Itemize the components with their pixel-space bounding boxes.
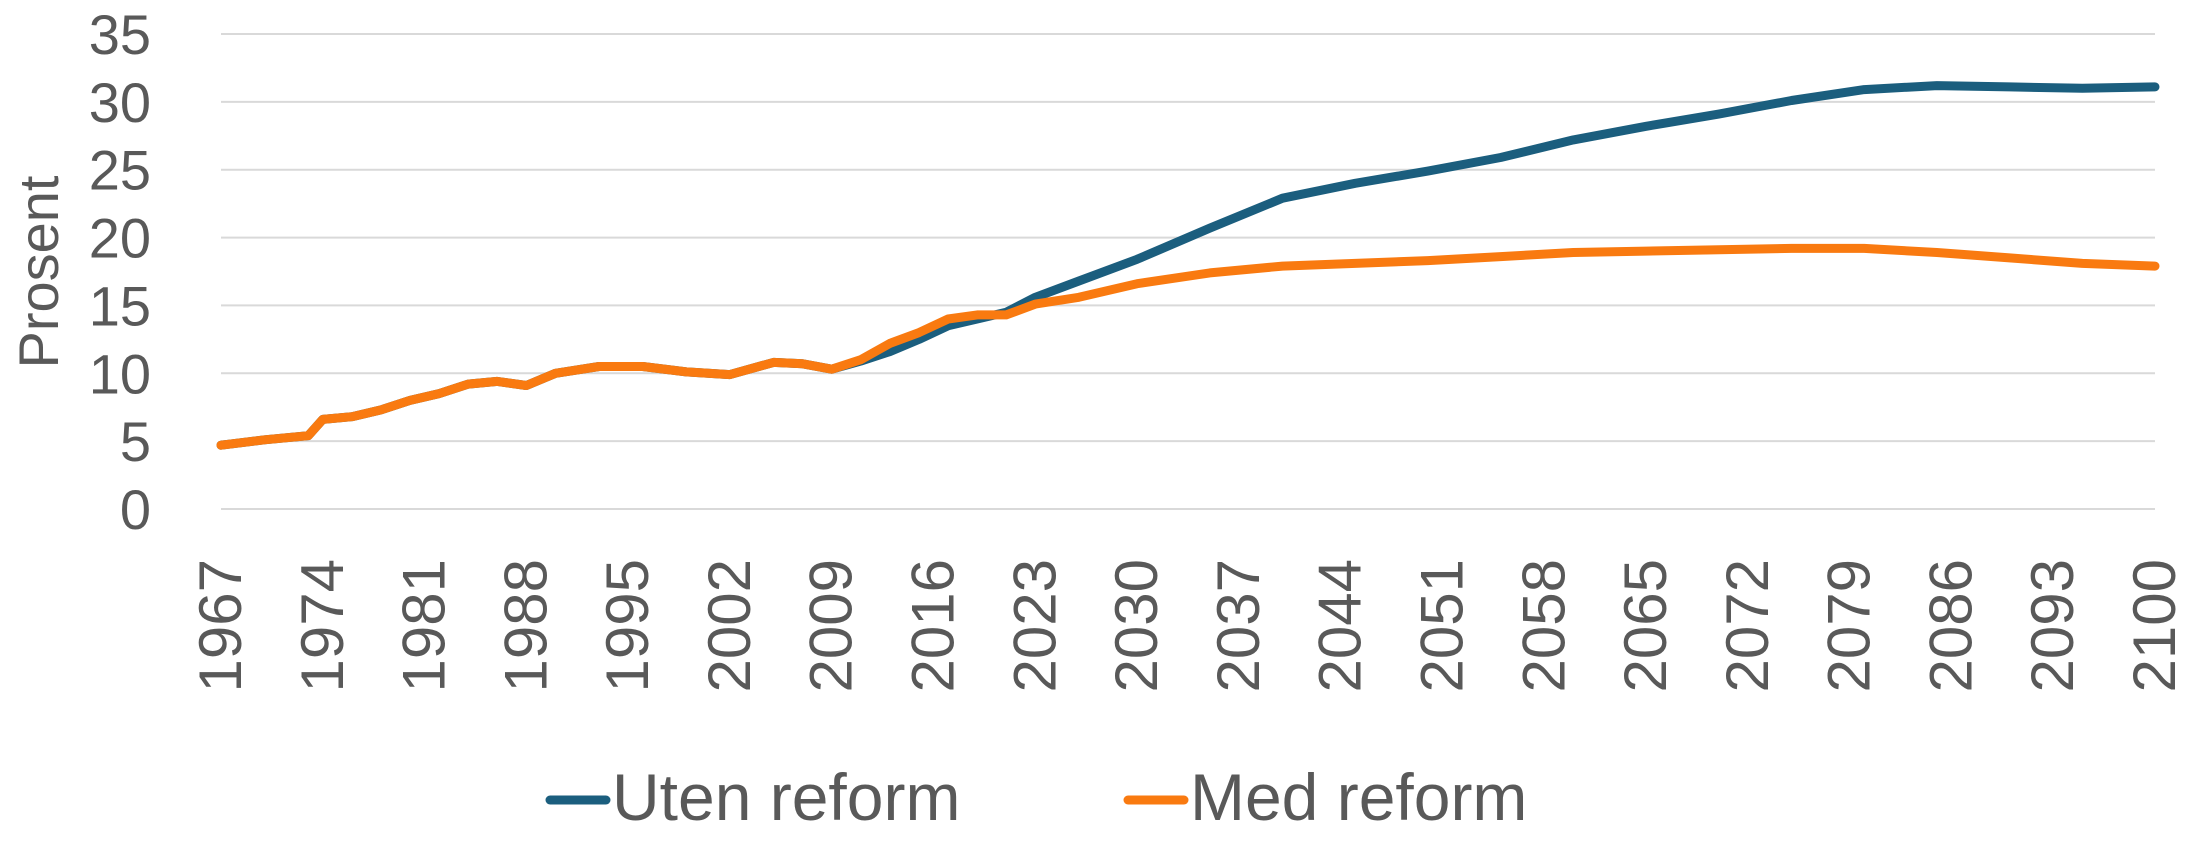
y-tick-label: 30 [89, 71, 151, 134]
x-tick-label: 2072 [1714, 559, 1781, 692]
x-tick-label: 2079 [1816, 559, 1883, 692]
x-tick-label: 2044 [1307, 559, 1374, 692]
legend-label: Uten reform [612, 760, 960, 834]
x-tick-label: 1974 [289, 559, 356, 692]
x-tick-label: 2037 [1205, 559, 1272, 692]
line-series [216, 81, 2160, 450]
x-tick-label: 2030 [1103, 559, 1170, 692]
y-tick-label: 20 [89, 207, 151, 270]
y-tick-label: 35 [89, 3, 151, 66]
x-tick-label: 2051 [1408, 559, 1475, 692]
x-tick-label: 1995 [594, 559, 661, 692]
x-tick-label: 1988 [492, 559, 559, 692]
legend-label: Med reform [1190, 760, 1527, 834]
x-tick-label: 1981 [391, 559, 458, 692]
x-tick-label: 2065 [1612, 559, 1679, 692]
y-axis-label: Prosent [7, 175, 70, 368]
line-series [216, 243, 2160, 450]
y-tick-label: 25 [89, 139, 151, 202]
x-tick-label: 2023 [1001, 559, 1068, 692]
x-tick-label: 2093 [2019, 559, 2086, 692]
x-tick-label: 2058 [1510, 559, 1577, 692]
x-tick-label: 2002 [696, 559, 763, 692]
x-tick-label: 2086 [1917, 559, 1984, 692]
x-tick-label: 2016 [900, 559, 967, 692]
y-tick-label: 15 [89, 274, 151, 337]
y-tick-label: 5 [120, 410, 151, 473]
y-tick-label: 10 [89, 342, 151, 405]
y-tick-label: 0 [120, 478, 151, 541]
x-tick-label: 2100 [2121, 559, 2188, 692]
x-tick-label: 1967 [187, 559, 254, 692]
x-tick-label: 2009 [798, 559, 865, 692]
